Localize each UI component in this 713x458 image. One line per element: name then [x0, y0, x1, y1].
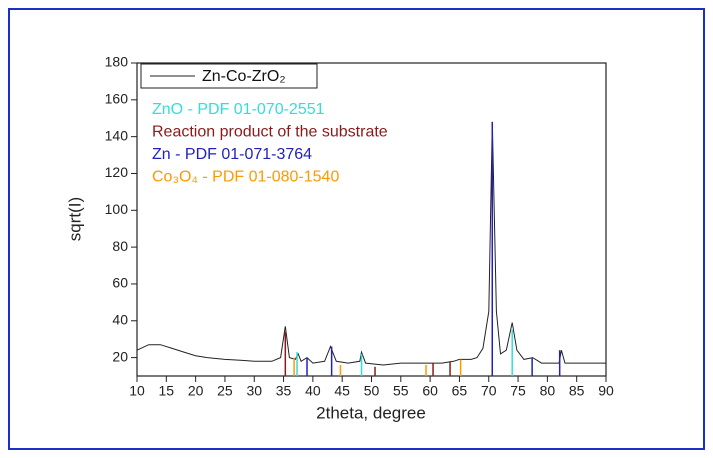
x-tick-label: 10 — [129, 383, 145, 399]
x-tick-label: 75 — [510, 383, 526, 399]
y-tick-label: 100 — [105, 201, 129, 217]
x-tick-label: 15 — [159, 383, 175, 399]
y-tick-label: 40 — [112, 311, 128, 327]
y-tick-label: 120 — [105, 164, 129, 180]
x-tick-label: 40 — [305, 383, 321, 399]
x-axis-label: 2theta, degree — [316, 403, 426, 422]
reference-label: Reaction product of the substrate — [152, 124, 388, 141]
x-tick-label: 45 — [334, 383, 350, 399]
x-tick-label: 50 — [364, 383, 380, 399]
reference-label: ZnO - PDF 01-070-2551 — [152, 101, 325, 118]
x-tick-label: 90 — [598, 383, 614, 399]
x-tick-label: 60 — [422, 383, 438, 399]
reference-label: Zn - PDF 01-071-3764 — [152, 146, 312, 163]
x-tick-label: 55 — [393, 383, 409, 399]
x-tick-label: 80 — [540, 383, 556, 399]
x-tick-label: 65 — [452, 383, 468, 399]
x-tick-label: 70 — [481, 383, 497, 399]
y-tick-label: 180 — [105, 54, 129, 70]
x-tick-label: 30 — [246, 383, 262, 399]
legend-label: Zn-Co-ZrO₂ — [202, 68, 286, 85]
y-axis-label: sqrt(I) — [65, 197, 84, 241]
x-tick-label: 20 — [188, 383, 204, 399]
x-tick-label: 85 — [569, 383, 585, 399]
y-tick-label: 80 — [112, 238, 128, 254]
y-tick-label: 60 — [112, 275, 128, 291]
x-tick-label: 35 — [276, 383, 292, 399]
y-tick-label: 20 — [112, 348, 128, 364]
y-tick-label: 160 — [105, 91, 129, 107]
pattern-line — [136, 121, 606, 366]
y-tick-label: 140 — [105, 127, 129, 143]
x-tick-label: 25 — [217, 383, 233, 399]
reference-label: Co₃O₄ - PDF 01-080-1540 — [152, 169, 339, 186]
